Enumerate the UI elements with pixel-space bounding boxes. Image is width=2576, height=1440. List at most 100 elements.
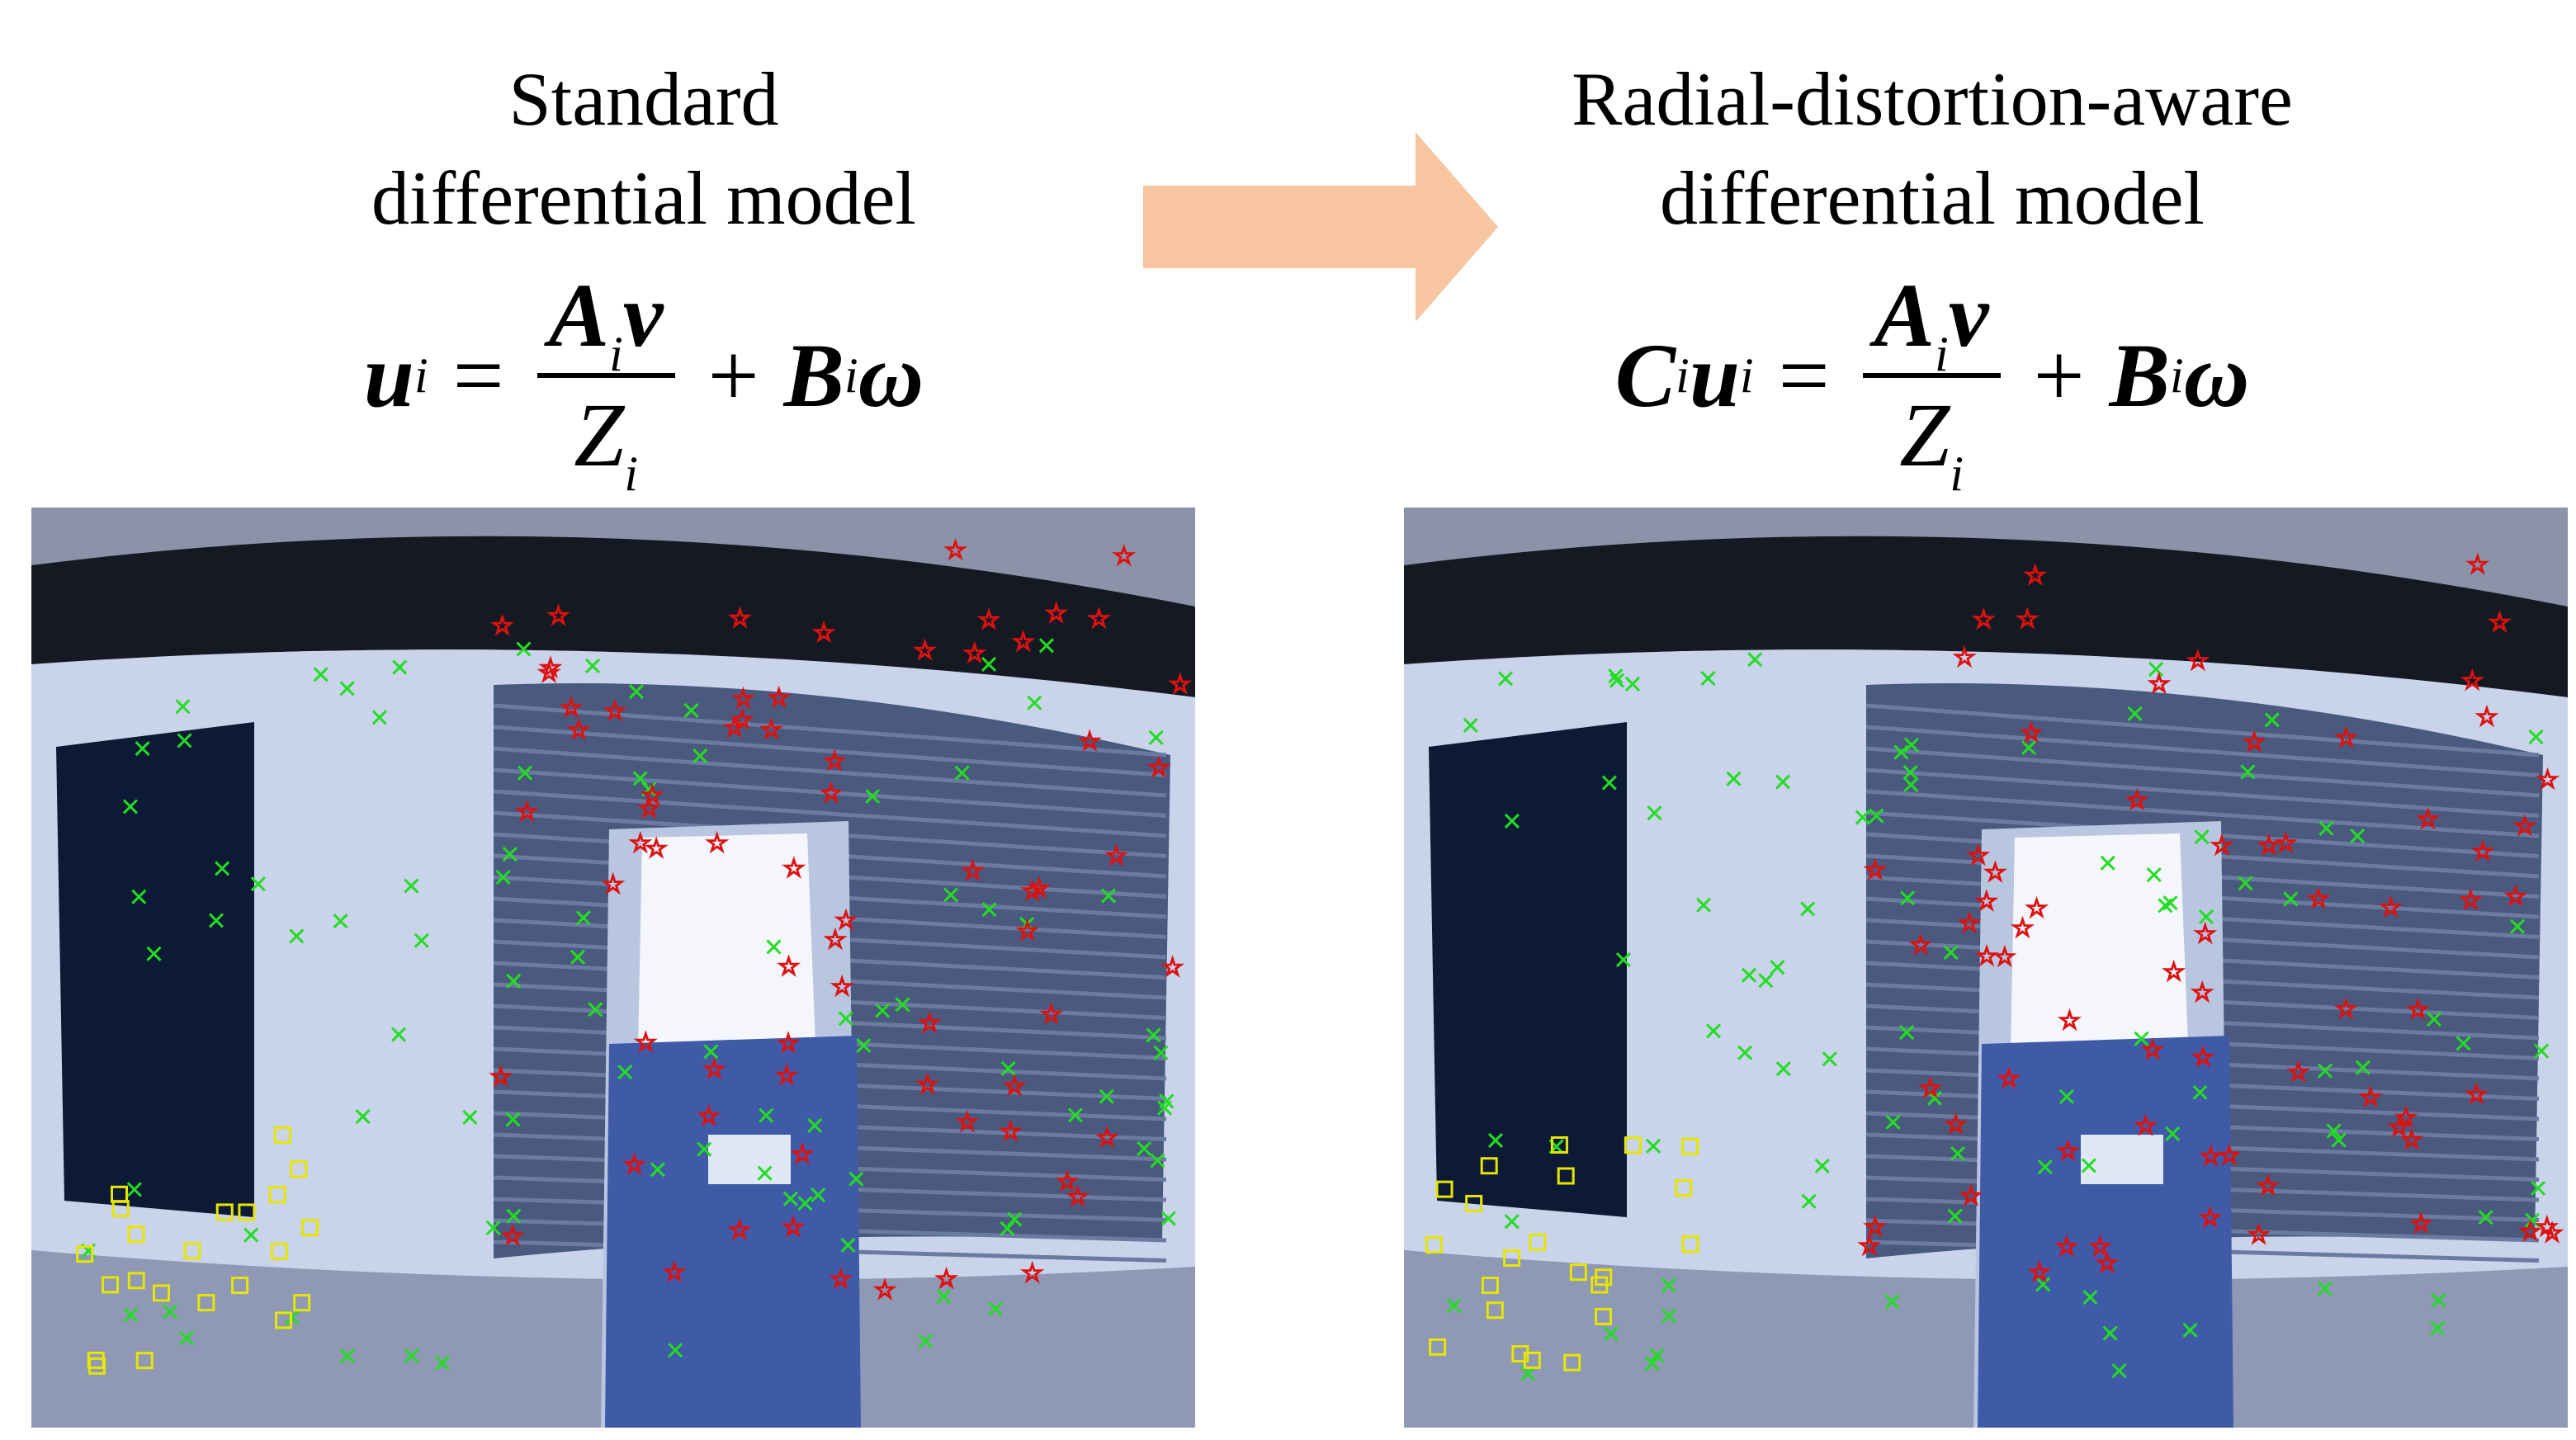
feature-cross [840, 1237, 856, 1254]
feature-cross [1726, 771, 1742, 786]
shutter-slat [493, 767, 1167, 818]
feature-star: ☆ [782, 854, 805, 883]
feature-square [135, 1352, 154, 1370]
left-eq-equals: = [452, 324, 504, 426]
feature-cross [1067, 1107, 1083, 1123]
feature-cross [757, 1165, 773, 1181]
feature-star: ☆ [602, 871, 624, 899]
feature-cross [2194, 829, 2210, 845]
feature-cross [1855, 810, 1870, 825]
feature-square [127, 1225, 145, 1244]
shutter-slat [1865, 746, 2540, 798]
left-eq-A-sub: i [609, 327, 623, 381]
feature-star: ☆ [568, 716, 590, 745]
right-eq-fraction-bar [1862, 373, 2001, 378]
feature-cross [178, 1330, 195, 1346]
feature-cross [759, 1107, 774, 1123]
feature-star: ☆ [2025, 894, 2048, 923]
kiosk-panel [1978, 1036, 2233, 1428]
feature-cross [1926, 1090, 1943, 1106]
feature-cross [1822, 1051, 1837, 1067]
feature-cross [1504, 813, 1520, 829]
feature-cross [584, 658, 601, 673]
feature-cross [250, 876, 266, 892]
feature-cross [1601, 775, 1617, 791]
feature-cross [2528, 729, 2544, 745]
feature-cross [2082, 1289, 2098, 1305]
feature-cross [516, 641, 532, 657]
feature-star: ☆ [2134, 1112, 2157, 1140]
feature-cross [2081, 1158, 2096, 1173]
feature-star: ☆ [1088, 604, 1110, 633]
feature-cross [895, 997, 910, 1013]
feature-star: ☆ [1105, 842, 1127, 871]
feature-cross [1027, 695, 1042, 711]
feature-cross [641, 781, 657, 797]
left-panel: Standard differential model u i = Aiv Zi … [0, 50, 1288, 1428]
feature-cross [1520, 1366, 1536, 1381]
feature-cross [981, 902, 997, 918]
feature-star: ☆ [1959, 1182, 1982, 1211]
feature-star: ☆ [1967, 842, 1989, 871]
right-title: Radial-distortion-aware differential mod… [1288, 50, 2576, 248]
feature-star: ☆ [491, 611, 513, 640]
feature-star: ☆ [874, 1276, 896, 1305]
feature-star: ☆ [2058, 1006, 2081, 1035]
feature-square [301, 1219, 319, 1237]
feature-cross [289, 928, 305, 944]
feature-star: ☆ [1998, 1065, 2021, 1093]
feature-cross [838, 1011, 853, 1027]
feature-cross [856, 1037, 872, 1054]
feature-star: ☆ [645, 834, 668, 863]
feature-star: ☆ [1113, 541, 1135, 570]
feature-star: ☆ [820, 779, 843, 808]
feature-cross [807, 1117, 823, 1134]
feature-star: ☆ [1040, 1000, 1062, 1029]
feature-cross [2238, 876, 2253, 891]
left-eq-B: B [783, 324, 844, 426]
feature-square [273, 1126, 291, 1144]
feature-cross [2198, 909, 2214, 925]
feature-square [1681, 1235, 1699, 1254]
feature-star: ☆ [2541, 1219, 2564, 1248]
feature-star: ☆ [489, 1063, 512, 1092]
feature-square [1481, 1277, 1499, 1295]
roof-overhang [31, 536, 1195, 697]
feature-star: ☆ [768, 684, 790, 713]
feature-cross [506, 1208, 522, 1224]
feature-cross [2531, 1180, 2546, 1196]
feature-star: ☆ [2513, 812, 2536, 841]
feature-star: ☆ [2466, 550, 2489, 579]
feature-star: ☆ [835, 906, 858, 935]
feature-cross [333, 914, 348, 929]
feature-cross [1446, 1298, 1462, 1314]
feature-cross [2037, 1159, 2053, 1175]
feature-star: ☆ [2148, 670, 2170, 699]
feature-cross [2478, 1210, 2493, 1225]
feature-star: ☆ [560, 694, 583, 723]
feature-cross [2264, 712, 2280, 728]
feature-cross [1504, 1214, 1520, 1230]
feature-cross [1000, 1060, 1016, 1076]
right-title-line1: Radial-distortion-aware [1572, 57, 2293, 141]
feature-star: ☆ [516, 798, 538, 827]
left-scene-image: ☆ ☆ ☆ ☆ ☆ ☆ ☆ ☆ ☆ ☆ ☆ ☆ ☆ ☆ ☆ ☆ ☆ ☆ ☆ ☆ ☆ ☆ ☆ ☆ ☆ ☆ ☆ ☆ ☆ ☆ ☆ ☆ ☆ ☆ ☆ ☆ ☆ ☆ ☆ ☆… [31, 508, 1195, 1428]
feature-star: ☆ [778, 952, 800, 981]
feature-cross [243, 1227, 259, 1243]
feature-star: ☆ [944, 536, 967, 565]
feature-cross [1705, 1023, 1722, 1039]
feature-square [293, 1294, 311, 1312]
right-panel: Radial-distortion-aware differential mod… [1288, 0, 2576, 1440]
feature-star: ☆ [978, 606, 1000, 635]
feature-star: ☆ [2028, 1258, 2050, 1287]
feature-star: ☆ [2417, 805, 2439, 834]
left-title: Standard differential model [0, 50, 1288, 248]
feature-square [274, 1311, 292, 1329]
feature-cross [1869, 808, 1884, 824]
feature-cross [2035, 1277, 2051, 1292]
feature-square [1569, 1263, 1587, 1282]
feature-cross [135, 741, 150, 757]
feature-square [215, 1203, 234, 1221]
feature-star: ☆ [2162, 957, 2185, 986]
